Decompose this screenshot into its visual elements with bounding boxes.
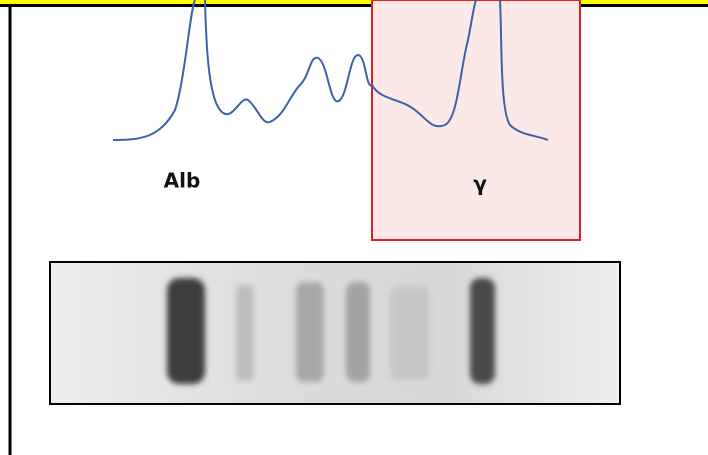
gamma-region [372, 0, 580, 240]
gamma-label: γ [473, 172, 487, 196]
albumin-band [167, 278, 205, 384]
band [390, 286, 430, 380]
albumin-label: Alb [164, 169, 201, 193]
gel [50, 262, 620, 404]
band [236, 285, 254, 381]
gel-background [50, 262, 620, 404]
band [296, 282, 324, 382]
band [346, 282, 370, 382]
gamma-band [470, 278, 495, 384]
diagram: Alb γ [0, 0, 708, 455]
